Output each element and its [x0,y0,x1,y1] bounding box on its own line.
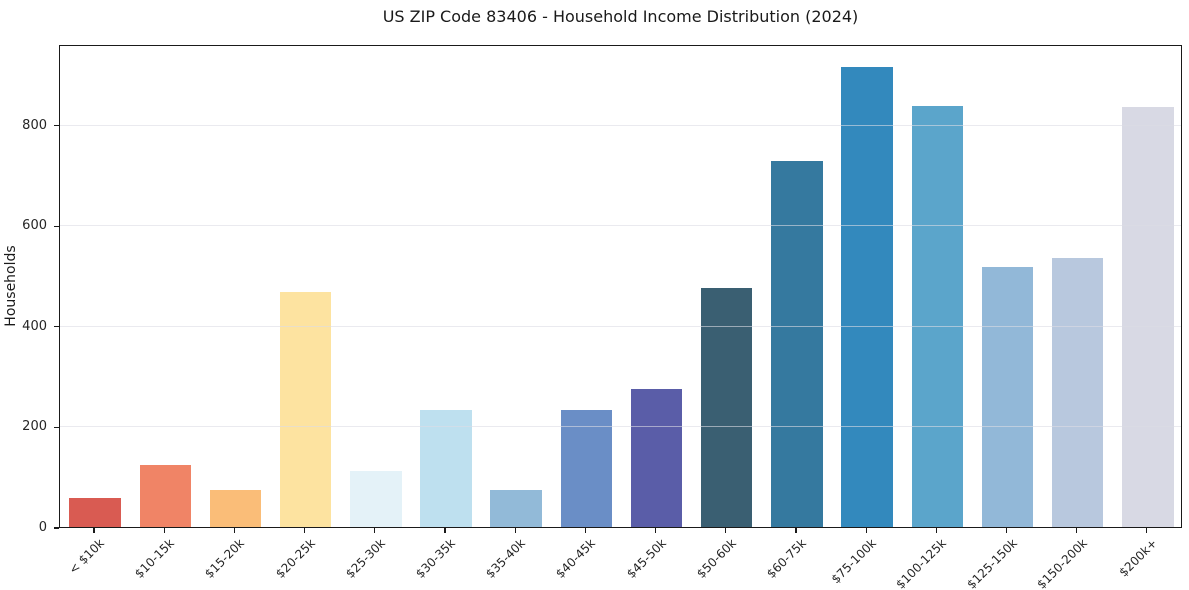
y-tick-mark [54,225,59,227]
x-tick-label-$35-40k: $35-40k [483,536,529,581]
x-tick-mark [935,528,937,533]
gridline-800 [60,124,1181,126]
x-tick-mark [514,528,516,533]
x-tick-mark [725,528,727,533]
bar-$20-25k [279,292,332,527]
bar-$45-50k [630,389,683,527]
bar-$10-15k [139,464,191,527]
x-tick-mark [1005,528,1008,533]
y-tick-mark [54,426,59,428]
x-tick-mark [654,528,657,533]
x-tick-label-$10-15k: $10-15k [132,536,178,581]
bar-$25-30k [350,470,402,527]
x-tick-mark [233,528,236,533]
y-tick-label: 800 [22,117,47,133]
x-tick-label-$100-125k: $100-125k [893,536,950,590]
y-tick-label: 400 [22,318,47,334]
x-tick-label-$30-35k: $30-35k [413,536,458,581]
chart-title: US ZIP Code 83406 - Household Income Dis… [382,7,859,26]
bar-$35-40k [490,490,542,527]
x-tick-mark [584,528,586,533]
bar-$40-45k [560,409,613,527]
y-tick-label: 0 [38,520,47,535]
bar-$15-20k [209,490,262,527]
x-tick-mark [374,528,376,533]
bar-$75-100k [841,66,893,527]
bar-$50-60k [701,288,753,527]
x-tick-mark [93,528,95,533]
gridline-400 [60,325,1181,327]
gridline-600 [60,225,1181,227]
y-tick-mark [54,326,59,328]
x-tick-label-$50-60k: $50-60k [693,536,739,581]
y-tick-label: 600 [22,218,47,234]
y-tick-mark [54,124,59,127]
x-tick-mark [444,528,446,533]
x-tick-label-$20-25k: $20-25k [272,536,318,581]
bar-$100-125k [911,105,964,527]
x-tick-label-$75-100k: $75-100k [828,536,880,587]
x-tick-label-$45-50k: $45-50k [623,536,669,581]
x-tick-label-$200k+: $200k+ [1116,536,1160,580]
y-axis-label: Households [3,245,19,327]
bar-< $10k [69,497,121,527]
bar-$60-75k [771,160,823,527]
x-tick-mark [795,528,797,533]
x-tick-mark [1146,528,1148,533]
bar-$150-200k [1051,257,1104,527]
x-tick-mark [163,528,165,533]
x-tick-label-$25-30k: $25-30k [342,536,388,581]
x-tick-label-$125-150k: $125-150k [963,536,1020,590]
x-tick-mark [304,528,306,533]
plot-area [59,45,1182,528]
x-tick-mark [1076,528,1078,533]
bar-$200k+ [1122,106,1174,527]
bar-$30-35k [420,410,472,527]
x-tick-label-$15-20k: $15-20k [202,536,248,581]
x-tick-label-< $10k: < $10k [66,536,107,577]
y-tick-label: 200 [22,419,47,435]
x-tick-mark [865,528,867,533]
x-tick-label-$40-45k: $40-45k [553,536,599,581]
x-tick-label-$60-75k: $60-75k [764,536,809,581]
gridline-200 [60,426,1181,428]
bar-$125-150k [981,267,1034,527]
y-tick-mark [54,527,59,529]
x-tick-label-$150-200k: $150-200k [1033,536,1090,590]
